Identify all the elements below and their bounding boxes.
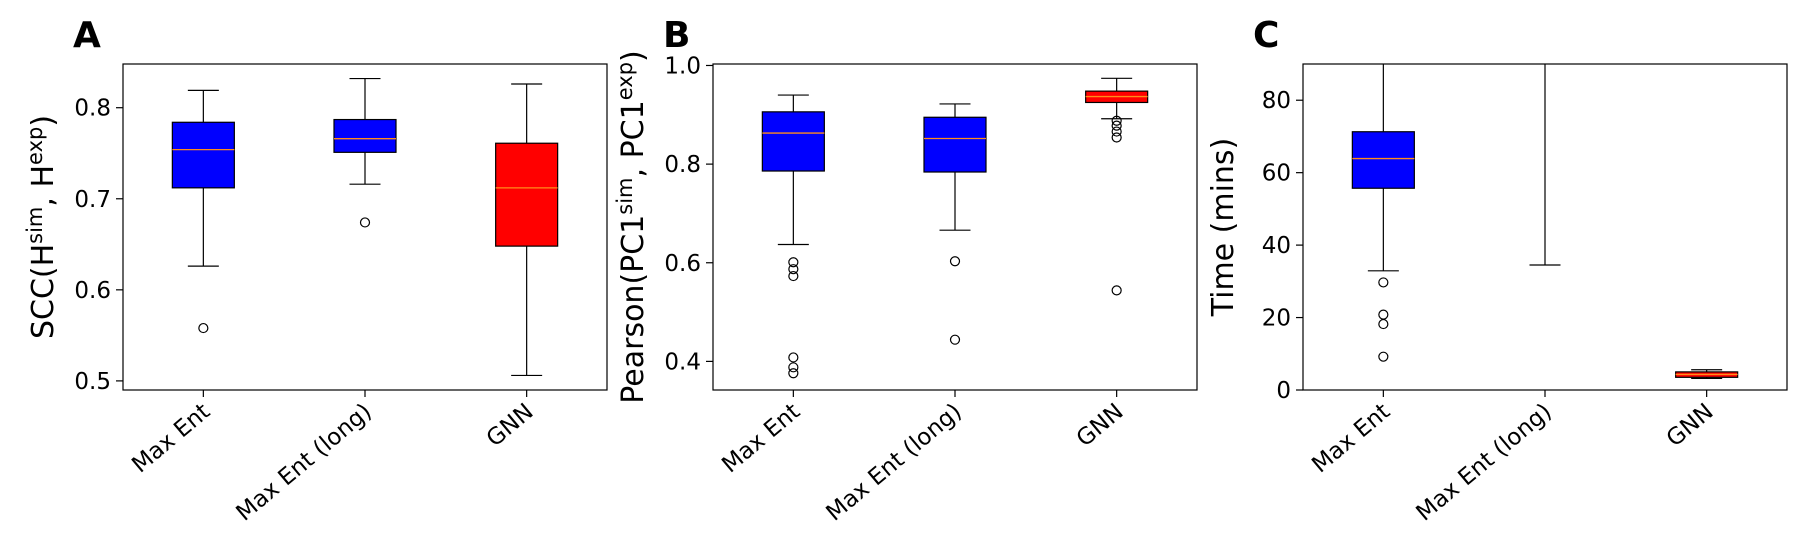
y-axis-label-part: SCC(H <box>26 244 61 339</box>
box-body <box>171 121 235 189</box>
panel-label: B <box>663 15 690 56</box>
y-tick-label: 0.8 <box>664 152 701 178</box>
box-max-ent-long- <box>923 103 987 345</box>
y-tick-label: 0 <box>1276 378 1291 404</box>
y-tick-label: 0.8 <box>74 96 111 122</box>
y-axis-label-part: exp <box>23 127 47 165</box>
box-max-ent <box>171 89 235 334</box>
outlier-point <box>198 322 209 334</box>
plot-frame <box>712 63 1198 391</box>
x-tick-label: Max Ent <box>127 399 215 479</box>
box-gnn <box>495 83 559 377</box>
y-tick-label: 20 <box>1262 306 1291 332</box>
outlier-point <box>1378 318 1389 330</box>
box-body <box>923 116 987 173</box>
y-tick-label: 0.6 <box>74 278 111 304</box>
panel-label: A <box>73 15 101 56</box>
y-axis-label: SCC(Hsim, Hexp) <box>23 115 61 339</box>
box-body <box>761 111 825 172</box>
x-tick-label: Max Ent <box>1307 399 1395 479</box>
panel-label: C <box>1253 15 1279 56</box>
y-tick-label: 40 <box>1262 233 1291 259</box>
box-max-ent-long- <box>333 77 397 228</box>
outlier-point <box>949 334 961 345</box>
y-axis-label-part: , H <box>26 165 61 207</box>
panel-a: A 0.5 0.6 0.7 0.8 SCC(Hsim, Hexp) Max Ent Max E… <box>23 15 608 527</box>
outlier-point <box>788 257 799 268</box>
box-gnn <box>1085 77 1149 296</box>
x-tick-label: GNN <box>482 399 539 452</box>
y-axis-label: Pearson(PC1sim, PC1exp) <box>613 50 651 404</box>
y-tick-label: 0.4 <box>664 349 701 375</box>
outlier-point <box>788 368 799 379</box>
x-tick-label: Max Ent (long) <box>232 399 377 527</box>
y-axis-label-part: sim <box>613 177 637 214</box>
outlier-point <box>1111 120 1122 131</box>
box-body <box>333 118 397 153</box>
outlier-point <box>359 217 371 228</box>
outlier-point <box>1111 115 1122 126</box>
outlier-point <box>1111 132 1122 143</box>
x-tick-label: Max Ent (long) <box>1412 399 1557 527</box>
outlier-point <box>788 270 799 282</box>
x-tick-label: GNN <box>1072 399 1129 452</box>
y-axis-label-part: exp <box>613 62 637 100</box>
outlier-point <box>788 362 799 373</box>
outlier-point <box>1378 351 1389 362</box>
x-tick-label: Max Ent <box>717 399 805 479</box>
y-tick-label: 80 <box>1262 88 1291 114</box>
outlier-point <box>788 264 799 275</box>
y-axis-label-part: ) <box>26 115 61 127</box>
panel-c: C 0 20 40 60 80 Time (mins) Max Ent Max Ent (lon… <box>1206 15 1788 527</box>
x-tick-label: GNN <box>1662 399 1719 452</box>
panel-b: B 0.4 0.6 0.8 1.0 Pearson(PC1sim, PC1exp) Max … <box>613 15 1198 527</box>
y-tick-label: 60 <box>1262 161 1291 187</box>
y-axis-label-part: sim <box>23 207 47 244</box>
y-axis-label-part: Time (mins) <box>1206 138 1241 318</box>
y-tick-label: 0.6 <box>664 251 701 277</box>
plot-frame <box>122 63 608 391</box>
box-body <box>1351 131 1415 189</box>
y-axis-label-part: ) <box>616 50 651 62</box>
outlier-point <box>788 352 799 363</box>
plot-frame <box>1302 63 1788 391</box>
y-tick-label: 0.5 <box>74 369 111 395</box>
box-max-ent <box>761 94 825 379</box>
y-tick-label: 1.0 <box>664 53 701 79</box>
outlier-point <box>949 256 961 267</box>
y-tick-label: 0.7 <box>74 187 111 213</box>
y-axis-label-part: , PC1 <box>616 100 651 177</box>
outlier-point <box>1111 285 1122 296</box>
outlier-point <box>1111 126 1122 137</box>
box-gnn <box>1675 369 1739 380</box>
box-max-ent <box>1351 64 1415 362</box>
y-axis-label-part: Pearson(PC1 <box>616 215 651 404</box>
outlier-point <box>1378 277 1389 288</box>
x-tick-label: Max Ent (long) <box>822 399 967 527</box>
box-max-ent-long- <box>1529 64 1561 266</box>
outlier-point <box>1378 309 1389 320</box>
y-axis-label: Time (mins) <box>1206 138 1241 318</box>
box-body <box>495 142 559 247</box>
